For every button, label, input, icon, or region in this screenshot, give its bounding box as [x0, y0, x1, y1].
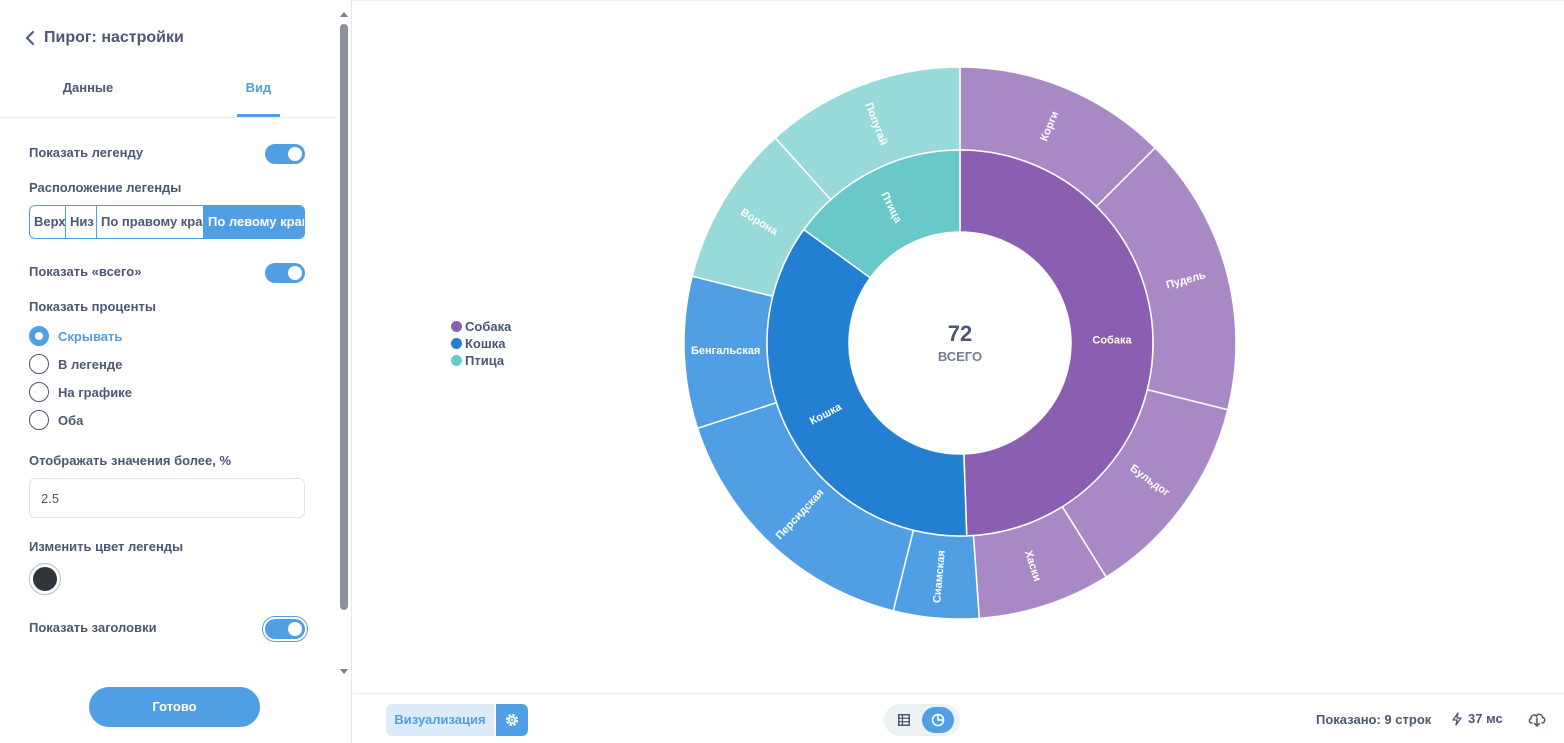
radio-circle [29, 354, 49, 374]
legend-item-dog[interactable]: Собака [451, 318, 511, 335]
radio-circle [29, 410, 49, 430]
table-icon [898, 714, 910, 726]
scroll-thumb[interactable] [340, 24, 348, 610]
legend-dot [451, 338, 462, 349]
legend-position-label: Расположение легенды [29, 180, 182, 195]
legend-position-segmented: Верх Низ По правому краю По левому краю [29, 205, 305, 239]
toggle-knob [288, 622, 302, 636]
toggle-knob [288, 266, 302, 280]
scroll-down-arrow[interactable] [340, 669, 348, 674]
query-timing: 37 мс [1451, 711, 1503, 726]
download-icon[interactable] [1527, 710, 1547, 728]
chart-center [850, 233, 1070, 453]
sidebar-scrollbar[interactable] [339, 8, 349, 676]
radio-label: Скрывать [58, 328, 123, 344]
show-total-toggle[interactable] [265, 263, 305, 283]
total-label: ВСЕГО [938, 349, 982, 364]
sunburst-chart: КоргиПудельБульдогХаскиСиамскаяПерсидска… [683, 66, 1237, 620]
tab-view[interactable]: Вид [237, 70, 280, 117]
toggle-knob [288, 147, 302, 161]
legend-color-label: Изменить цвет легенды [29, 539, 184, 554]
settings-sidebar: Пирог: настройки Данные Вид Показать лег… [0, 0, 352, 743]
percent-option-hide[interactable]: Скрывать [29, 326, 122, 346]
table-view-button[interactable] [892, 708, 916, 732]
radio-circle [29, 326, 49, 346]
scroll-up-arrow[interactable] [340, 12, 348, 17]
view-toggle [884, 704, 960, 736]
threshold-label: Отображать значения более, % [29, 453, 232, 468]
legend-position-right[interactable]: По правому краю [97, 206, 204, 238]
bolt-icon [1452, 711, 1462, 726]
done-button[interactable]: Готово [89, 687, 260, 727]
rows-shown-text: Показано: 9 строк [1316, 712, 1432, 727]
legend-color-swatch[interactable] [29, 563, 61, 595]
sidebar-title: Пирог: настройки [44, 29, 184, 46]
chart-legend: Собака Кошка Птица [451, 318, 511, 369]
percent-option-chart[interactable]: На графике [29, 382, 132, 402]
legend-position-bottom[interactable]: Низ [66, 206, 97, 238]
legend-dot [451, 321, 462, 332]
visualization-button[interactable]: Визуализация [386, 704, 494, 736]
show-headers-toggle[interactable] [265, 619, 305, 639]
radio-label: На графике [58, 384, 132, 400]
legend-dot [451, 355, 462, 366]
legend-item-cat[interactable]: Кошка [451, 335, 511, 352]
percent-option-both[interactable]: Оба [29, 410, 83, 430]
chevron-left-icon [26, 31, 34, 45]
radio-label: Оба [58, 412, 84, 428]
legend-label: Птица [465, 353, 505, 368]
back-button[interactable]: Пирог: настройки [22, 28, 184, 48]
tab-data[interactable]: Данные [62, 80, 114, 95]
total-value: 72 [948, 321, 972, 346]
radio-circle [29, 382, 49, 402]
legend-color-dot [33, 567, 57, 591]
outer-label-4: Сиамская [931, 550, 948, 604]
outer-label-6: Бенгальская [691, 345, 760, 357]
legend-position-left[interactable]: По левому краю [204, 206, 304, 238]
show-percent-label: Показать проценты [29, 299, 156, 314]
threshold-input[interactable] [29, 478, 305, 518]
inner-slice-0[interactable] [959, 149, 1154, 537]
radio-label: В легенде [58, 356, 123, 372]
inner-label-0: Собака [1092, 334, 1132, 346]
show-headers-label: Показать заголовки [29, 620, 157, 635]
legend-position-top[interactable]: Верх [30, 206, 66, 238]
gear-icon [505, 713, 519, 727]
show-legend-toggle[interactable] [265, 144, 305, 164]
legend-label: Кошка [465, 336, 506, 351]
query-timing-value: 37 мс [1468, 711, 1503, 726]
legend-label: Собака [465, 319, 512, 334]
chart-view-button[interactable] [922, 707, 954, 733]
inner-slice-2[interactable] [802, 149, 961, 279]
footer-bar: Визуализация Показано: 9 строк [353, 693, 1564, 743]
chart-area: Корги Пудель Бульдог Хаски Сиамская Персидска… [353, 0, 1564, 693]
chart-icon [931, 713, 945, 727]
settings-tabs: Данные Вид [0, 70, 336, 118]
chart-settings-button[interactable] [496, 704, 528, 736]
show-legend-label: Показать легенду [29, 145, 144, 160]
legend-item-bird[interactable]: Птица [451, 352, 511, 369]
inner-slice-1[interactable] [766, 228, 968, 537]
percent-option-legend[interactable]: В легенде [29, 354, 122, 374]
show-total-label: Показать «всего» [29, 264, 142, 279]
